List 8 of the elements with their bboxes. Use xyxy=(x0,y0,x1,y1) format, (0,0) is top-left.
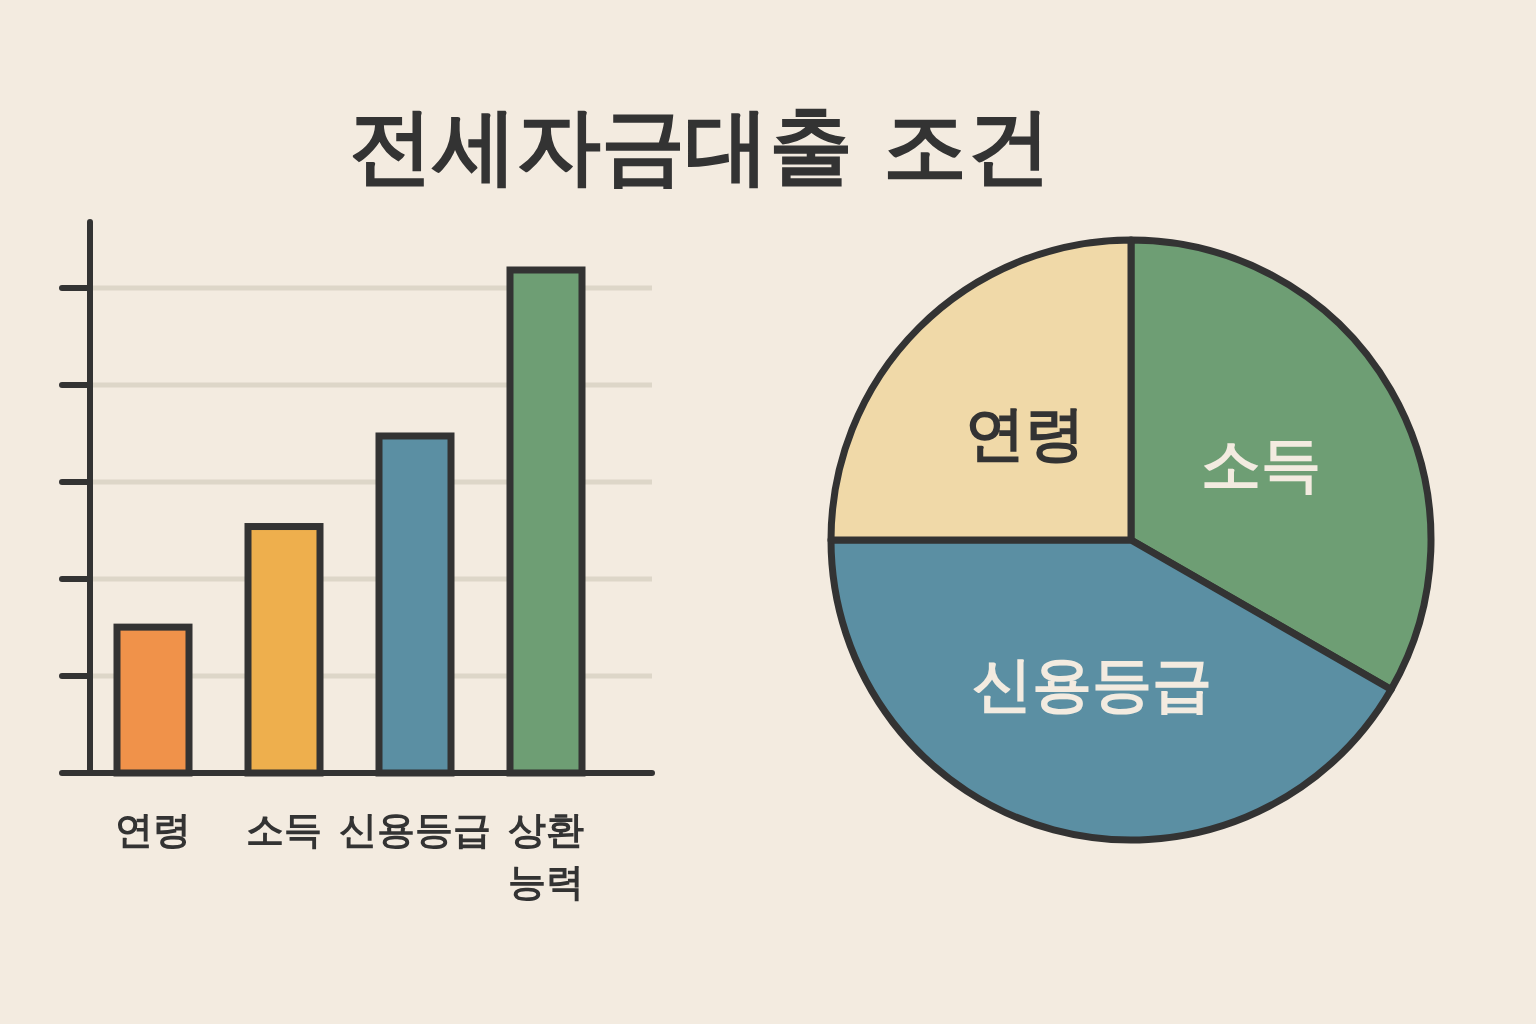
slice-label: 신용등급 xyxy=(972,648,1213,719)
x-tick-label: 소득 xyxy=(246,808,322,852)
x-tick-label: 상환능력 xyxy=(508,808,584,904)
chart-title: 전세자금대출 조건 xyxy=(349,97,1051,195)
x-tick-label: 신용등급 xyxy=(339,808,491,852)
x-tick-label: 연령 xyxy=(115,808,191,852)
slice-label: 연령 xyxy=(964,397,1085,468)
slice-label: 소득 xyxy=(1200,428,1321,499)
